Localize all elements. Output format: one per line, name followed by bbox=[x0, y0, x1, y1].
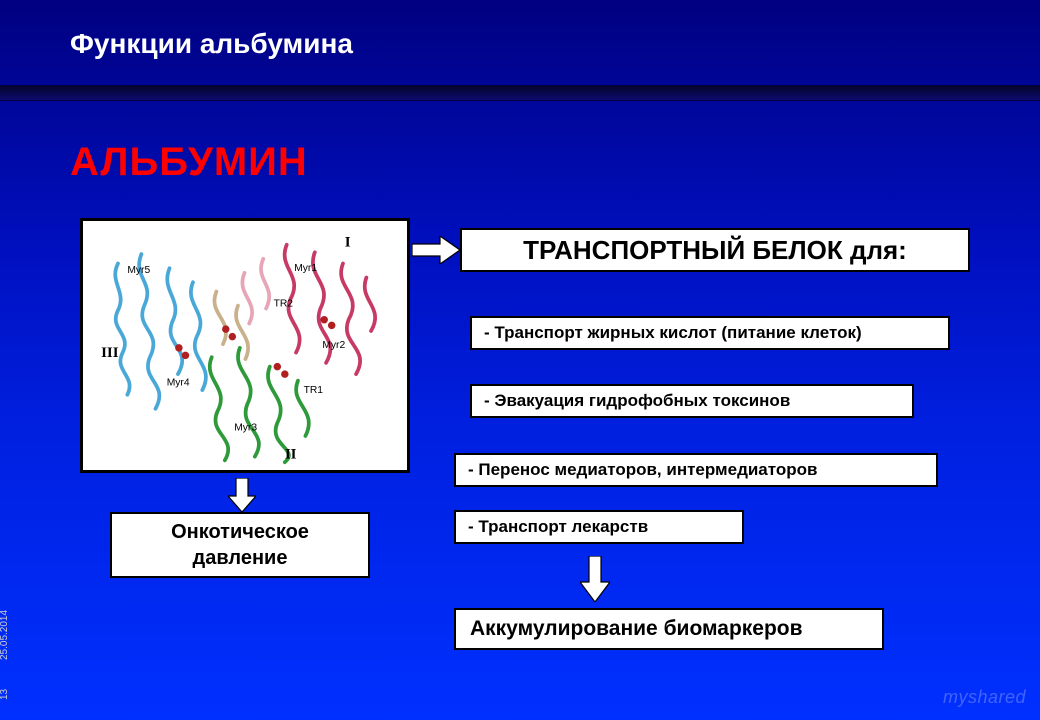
slide-date: 25.05.2014 bbox=[0, 610, 10, 660]
svg-text:Myr5: Myr5 bbox=[128, 265, 151, 276]
transport-item-2-label: - Эвакуация гидрофобных токсинов bbox=[484, 391, 790, 411]
transport-item-4: - Транспорт лекарств bbox=[454, 510, 744, 544]
accumulation-label: Аккумулирование биомаркеров bbox=[470, 617, 803, 641]
transport-item-2: - Эвакуация гидрофобных токсинов bbox=[470, 384, 914, 418]
divider-bar bbox=[0, 85, 1040, 101]
svg-text:Myr1: Myr1 bbox=[295, 263, 318, 274]
arrow-down-icon bbox=[580, 556, 610, 602]
section-heading: АЛЬБУМИН bbox=[70, 140, 308, 185]
svg-text:III: III bbox=[102, 345, 120, 361]
oncotic-line2: давление bbox=[171, 545, 309, 571]
transport-item-3: - Перенос медиаторов, интермедиаторов bbox=[454, 453, 938, 487]
svg-text:TR2: TR2 bbox=[274, 299, 294, 310]
protein-ribbon-svg: I II III Myr1 Myr2 Myr3 Myr4 Myr5 TR1 TR… bbox=[89, 226, 400, 465]
transport-item-3-label: - Перенос медиаторов, интермедиаторов bbox=[468, 460, 817, 480]
svg-text:TR1: TR1 bbox=[304, 385, 324, 396]
oncotic-pressure-box: Онкотическое давление bbox=[110, 512, 370, 578]
svg-text:Myr2: Myr2 bbox=[323, 340, 346, 351]
slide: Функции альбумина АЛЬБУМИН bbox=[0, 0, 1040, 720]
transport-heading-label: ТРАНСПОРТНЫЙ БЕЛОК для: bbox=[523, 235, 907, 266]
svg-text:II: II bbox=[285, 446, 297, 462]
page-number: 13 bbox=[0, 689, 10, 700]
watermark: myshared bbox=[943, 687, 1026, 708]
svg-text:Myr3: Myr3 bbox=[235, 422, 258, 433]
transport-item-1: - Транспорт жирных кислот (питание клето… bbox=[470, 316, 950, 350]
transport-item-1-label: - Транспорт жирных кислот (питание клето… bbox=[484, 323, 862, 343]
transport-heading-box: ТРАНСПОРТНЫЙ БЕЛОК для: bbox=[460, 228, 970, 272]
arrow-down-icon bbox=[228, 478, 256, 512]
transport-item-4-label: - Транспорт лекарств bbox=[468, 517, 648, 537]
protein-structure-image: I II III Myr1 Myr2 Myr3 Myr4 Myr5 TR1 TR… bbox=[80, 218, 410, 473]
oncotic-line1: Онкотическое bbox=[171, 519, 309, 545]
svg-text:I: I bbox=[345, 235, 351, 251]
page-title: Функции альбумина bbox=[70, 28, 353, 60]
accumulation-box: Аккумулирование биомаркеров bbox=[454, 608, 884, 650]
arrow-right-icon bbox=[412, 236, 460, 264]
svg-text:Myr4: Myr4 bbox=[167, 377, 190, 388]
